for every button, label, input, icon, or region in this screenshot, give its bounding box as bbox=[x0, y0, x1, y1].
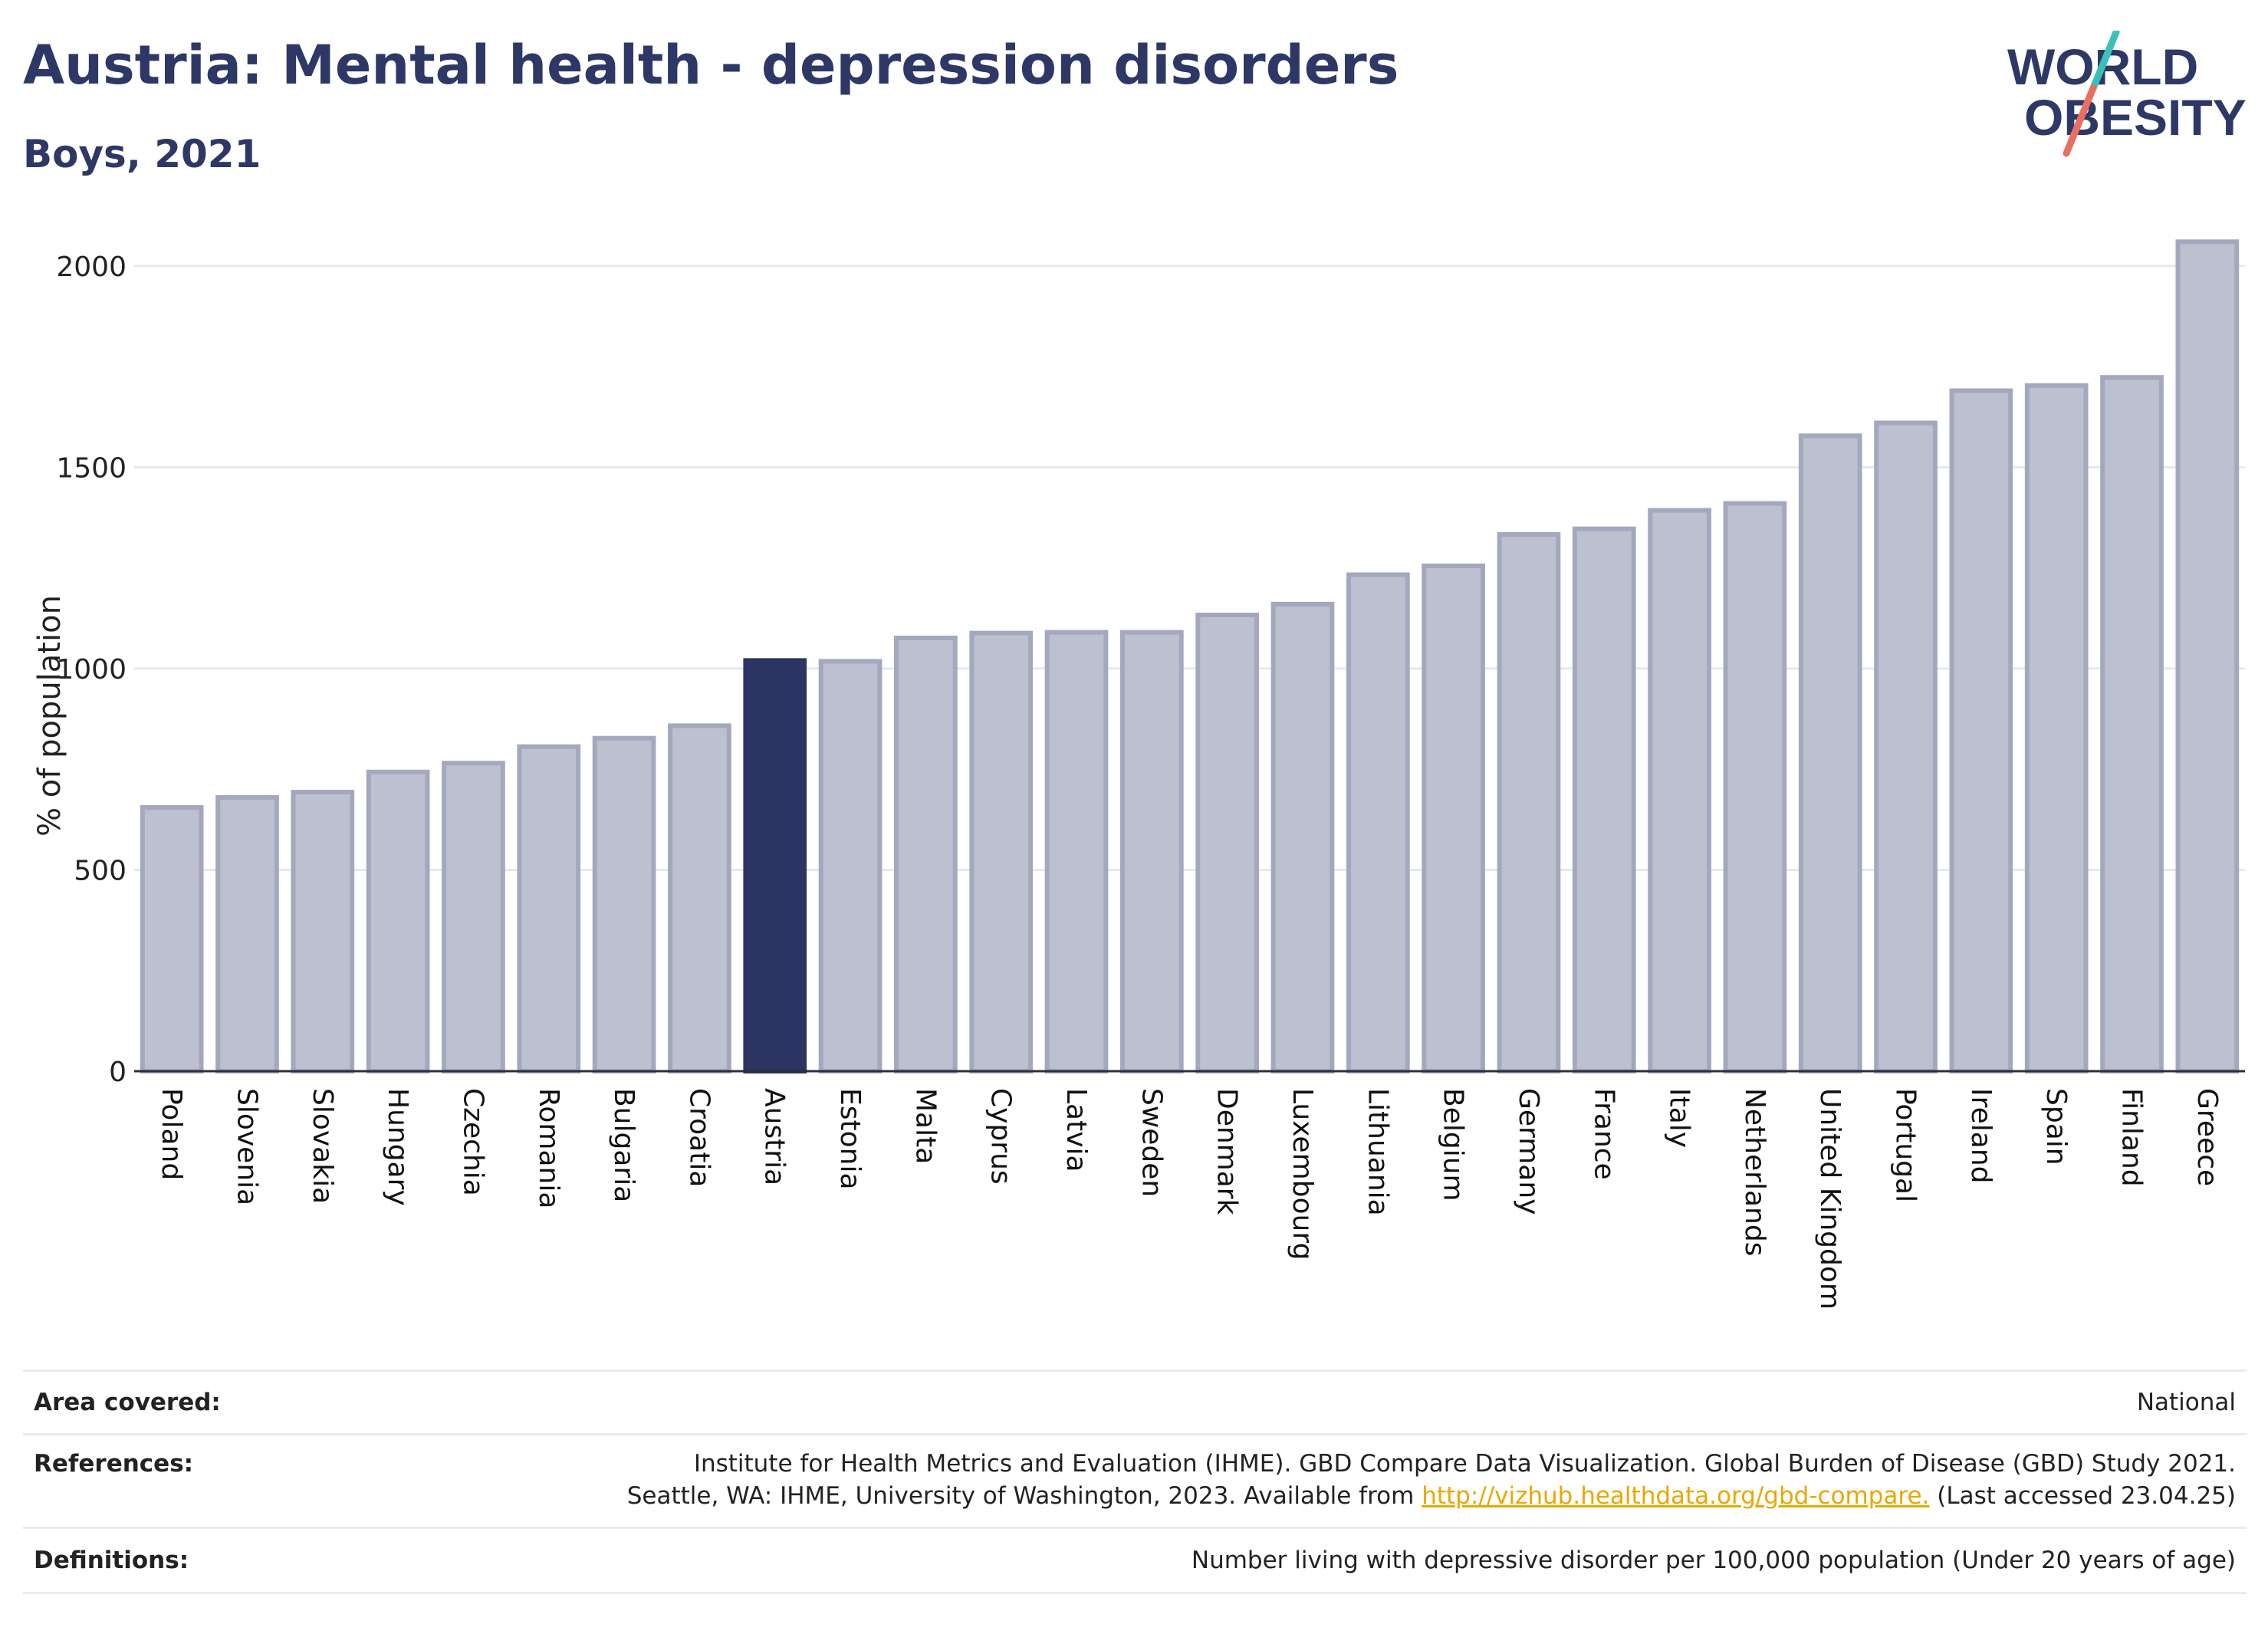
definitions-row: Definitions: Number living with depressi… bbox=[23, 1527, 2247, 1594]
bar-latvia[interactable] bbox=[1044, 630, 1109, 1073]
bars bbox=[140, 239, 2240, 1074]
x-tick-label: Hungary bbox=[382, 1088, 413, 1206]
metadata-table: Area covered: National References: Insti… bbox=[23, 1369, 2247, 1594]
references-link[interactable]: http://vizhub.healthdata.org/gbd-compare… bbox=[1422, 1482, 1930, 1510]
x-tick-label: Italy bbox=[1664, 1088, 1695, 1148]
x-tick-label: Slovenia bbox=[231, 1088, 262, 1205]
definitions-label: Definitions: bbox=[34, 1547, 189, 1574]
definitions-value: Number living with depressive disorder p… bbox=[1191, 1547, 2236, 1574]
bar-spain[interactable] bbox=[2024, 383, 2089, 1074]
bar-netherlands[interactable] bbox=[1723, 501, 1787, 1073]
bar-croatia[interactable] bbox=[668, 723, 731, 1073]
bar-slovenia[interactable] bbox=[215, 794, 279, 1073]
bar-portugal[interactable] bbox=[1874, 420, 1938, 1073]
x-axis-ticks: Poland Slovenia Slovakia Hungary Czechia Roma… bbox=[156, 1088, 2223, 1310]
bar-united-kingdom[interactable] bbox=[1798, 433, 1862, 1073]
area-covered-row: Area covered: National bbox=[23, 1369, 2247, 1433]
x-tick-label: Belgium bbox=[1438, 1088, 1469, 1202]
logo-slash-teal bbox=[2089, 31, 2120, 92]
bar-france[interactable] bbox=[1572, 526, 1636, 1074]
x-tick-label: Estonia bbox=[834, 1088, 866, 1190]
bar-estonia[interactable] bbox=[818, 659, 883, 1073]
bar-hungary[interactable] bbox=[366, 769, 430, 1073]
x-tick-label: Spain bbox=[2040, 1088, 2072, 1165]
bar-ireland[interactable] bbox=[1949, 388, 2013, 1073]
y-tick-label: 1000 bbox=[56, 654, 127, 685]
x-tick-label: Sweden bbox=[1136, 1088, 1167, 1197]
x-tick-label: Ireland bbox=[1965, 1088, 1997, 1184]
references-line1: Institute for Health Metrics and Evaluat… bbox=[693, 1450, 2236, 1478]
x-tick-label: Bulgaria bbox=[608, 1088, 639, 1202]
bar-luxembourg[interactable] bbox=[1270, 601, 1335, 1073]
x-tick-label: Malta bbox=[909, 1088, 941, 1164]
bar-malta[interactable] bbox=[894, 635, 958, 1073]
x-tick-label: Lithuania bbox=[1362, 1088, 1393, 1216]
x-tick-label: Cyprus bbox=[985, 1088, 1017, 1185]
chart-title: Austria: Mental health - depression diso… bbox=[23, 34, 1399, 97]
references-value: Institute for Health Metrics and Evaluat… bbox=[627, 1448, 2236, 1512]
x-tick-label: United Kingdom bbox=[1814, 1088, 1846, 1310]
y-tick-label: 2000 bbox=[56, 252, 127, 283]
references-line2-after: (Last accessed 23.04.25) bbox=[1929, 1482, 2236, 1510]
bar-lithuania[interactable] bbox=[1346, 572, 1410, 1074]
x-tick-label: Germany bbox=[1513, 1088, 1544, 1215]
x-tick-label: Luxembourg bbox=[1287, 1088, 1318, 1260]
x-tick-label: Finland bbox=[2116, 1088, 2148, 1187]
bar-cyprus[interactable] bbox=[969, 630, 1034, 1073]
bar-bulgaria[interactable] bbox=[592, 735, 656, 1073]
x-tick-label: Netherlands bbox=[1739, 1088, 1770, 1256]
bar-italy[interactable] bbox=[1648, 508, 1711, 1073]
bar-germany[interactable] bbox=[1497, 532, 1561, 1073]
bar-sweden[interactable] bbox=[1119, 630, 1184, 1073]
logo-slash-coral bbox=[2063, 84, 2097, 157]
y-axis-ticks: 0 500 1000 1500 2000 bbox=[56, 252, 127, 1088]
bar-austria[interactable] bbox=[743, 658, 807, 1073]
area-covered-value: National bbox=[2136, 1389, 2236, 1416]
y-tick-label: 1500 bbox=[56, 452, 127, 484]
bar-belgium[interactable] bbox=[1422, 563, 1485, 1073]
y-tick-label: 500 bbox=[74, 855, 127, 886]
references-label: References: bbox=[34, 1450, 194, 1478]
chart-subtitle: Boys, 2021 bbox=[23, 132, 261, 176]
x-tick-label: Denmark bbox=[1211, 1088, 1243, 1215]
bar-czechia[interactable] bbox=[442, 761, 505, 1073]
bar-denmark[interactable] bbox=[1195, 613, 1260, 1073]
x-tick-label: Greece bbox=[2191, 1088, 2223, 1186]
bar-romania[interactable] bbox=[517, 744, 581, 1074]
bar-slovakia[interactable] bbox=[291, 790, 355, 1073]
x-tick-label: France bbox=[1588, 1088, 1619, 1180]
x-tick-label: Portugal bbox=[1890, 1088, 1921, 1202]
y-tick-label: 0 bbox=[109, 1057, 127, 1088]
references-line2-before: Seattle, WA: IHME, University of Washing… bbox=[626, 1482, 1422, 1510]
x-tick-label: Slovakia bbox=[307, 1088, 338, 1204]
x-tick-label: Czechia bbox=[457, 1088, 488, 1196]
bar-greece[interactable] bbox=[2175, 239, 2240, 1073]
x-tick-label: Austria bbox=[759, 1088, 791, 1185]
bar-chart: 0 500 1000 1500 2000 Poland Slovenia Slovakia H… bbox=[32, 239, 2245, 1310]
x-tick-label: Latvia bbox=[1060, 1088, 1092, 1172]
x-tick-label: Poland bbox=[156, 1088, 187, 1180]
area-covered-label: Area covered: bbox=[34, 1389, 221, 1416]
bar-poland[interactable] bbox=[140, 805, 204, 1073]
x-tick-label: Croatia bbox=[683, 1088, 715, 1187]
bar-finland[interactable] bbox=[2100, 375, 2164, 1073]
y-axis-label: % of population bbox=[32, 595, 67, 837]
references-row: References: Institute for Health Metrics… bbox=[23, 1433, 2247, 1527]
x-tick-label: Romania bbox=[533, 1088, 564, 1208]
logo-text-obesity: OBESITY bbox=[2024, 89, 2247, 146]
world-obesity-logo: WORLD OBESITY bbox=[2007, 31, 2247, 157]
